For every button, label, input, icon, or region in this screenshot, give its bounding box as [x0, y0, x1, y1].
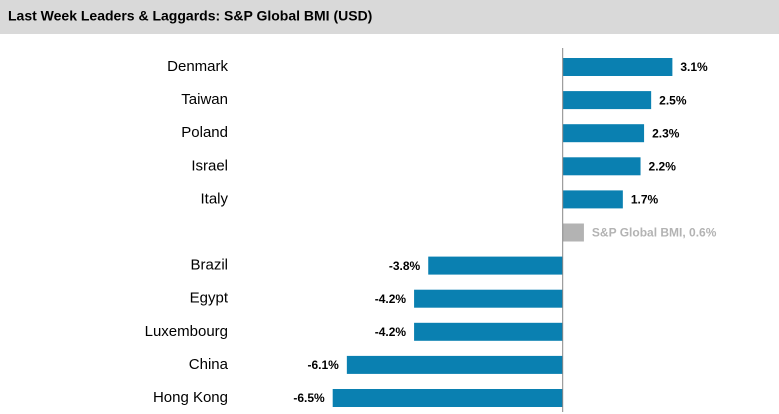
- value-label: -6.1%: [307, 358, 339, 372]
- category-label: Hong Kong: [153, 389, 228, 406]
- bar: [414, 289, 563, 308]
- category-label: Luxembourg: [145, 323, 228, 340]
- category-label: Denmark: [167, 58, 228, 75]
- category-label: Egypt: [190, 290, 229, 307]
- value-label: -6.5%: [293, 391, 325, 405]
- bar: [428, 256, 563, 275]
- category-label: China: [189, 356, 229, 373]
- value-label: 2.2%: [649, 159, 677, 173]
- value-label: 1.7%: [631, 193, 659, 207]
- value-label: -3.8%: [389, 259, 421, 273]
- category-label: Poland: [181, 124, 228, 141]
- value-label: 2.3%: [652, 126, 680, 140]
- chart-title: Last Week Leaders & Laggards: S&P Global…: [8, 8, 372, 24]
- bar: [562, 124, 645, 143]
- category-label: Taiwan: [181, 91, 228, 108]
- value-label: S&P Global BMI, 0.6%: [592, 226, 717, 240]
- bar: [562, 58, 673, 76]
- bar: [562, 91, 652, 110]
- category-label: Brazil: [190, 257, 228, 274]
- category-label: Israel: [191, 157, 228, 174]
- bar: [414, 322, 563, 341]
- bar: [562, 157, 641, 176]
- value-label: -4.2%: [375, 292, 407, 306]
- bar: [332, 389, 563, 407]
- category-label: Italy: [200, 190, 228, 207]
- bar: [562, 190, 623, 209]
- value-label: -4.2%: [375, 325, 407, 339]
- bar: [562, 223, 584, 242]
- bar: [346, 355, 563, 374]
- value-label: 2.5%: [659, 93, 687, 107]
- title-bar: [0, 0, 779, 34]
- value-label: 3.1%: [680, 60, 708, 74]
